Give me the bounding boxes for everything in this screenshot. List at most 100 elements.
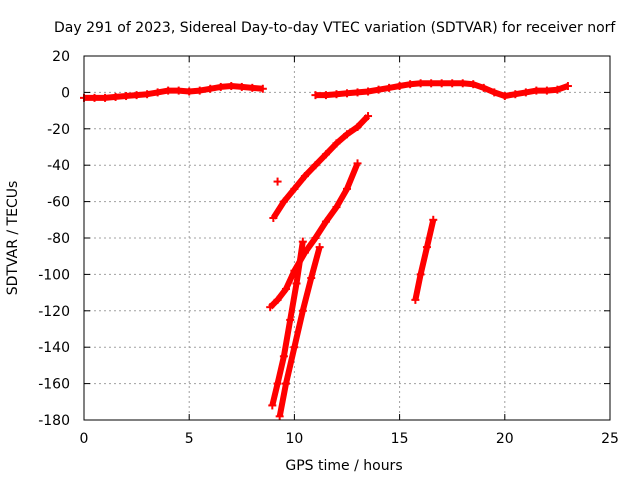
data-point (273, 295, 282, 304)
data-points (80, 79, 572, 421)
data-point (343, 130, 351, 139)
x-tick-label: 20 (496, 431, 514, 447)
data-point (290, 343, 299, 352)
data-point (532, 86, 541, 95)
data-point (321, 91, 330, 100)
data-point (269, 213, 278, 222)
data-point (279, 352, 288, 361)
data-point (427, 79, 436, 88)
data-point (290, 184, 299, 193)
data-point (374, 85, 383, 94)
data-point (216, 82, 225, 91)
data-point (429, 215, 438, 224)
y-tick-label: -100 (38, 267, 70, 283)
data-point (364, 112, 373, 121)
axis-ticks: 0 5 10 15 20 25 20 0 -20 -40 -60 -80 -100 -120 -140 -16… (38, 49, 619, 447)
data-point (553, 85, 562, 94)
series-5 (268, 237, 307, 410)
data-point (300, 172, 309, 181)
data-point (248, 83, 257, 92)
series-3 (269, 112, 373, 222)
data-point (311, 91, 320, 100)
series-trace (268, 162, 361, 310)
data-point (353, 159, 362, 168)
data-point (273, 177, 282, 186)
data-point (174, 86, 183, 95)
data-point (511, 90, 520, 99)
data-point (437, 79, 446, 88)
y-tick-label: -160 (38, 377, 70, 393)
series-trace (412, 219, 437, 301)
data-point (406, 80, 415, 89)
data-point (563, 82, 572, 91)
series-6 (275, 243, 324, 421)
y-tick-label: -60 (47, 195, 70, 211)
data-point (500, 92, 509, 101)
data-point (111, 92, 120, 101)
x-tick-label: 25 (601, 431, 619, 447)
data-point (542, 86, 551, 95)
data-point (479, 83, 488, 92)
data-point (311, 161, 320, 170)
data-point (315, 243, 324, 252)
data-point (266, 303, 275, 312)
data-point (521, 88, 530, 97)
x-tick-label: 5 (185, 431, 194, 447)
y-tick-label: -80 (47, 231, 70, 247)
data-point (185, 87, 194, 96)
data-point (353, 122, 362, 131)
y-tick-label: -20 (47, 122, 70, 138)
data-point (343, 89, 351, 98)
data-point (279, 197, 288, 206)
data-point (286, 315, 295, 324)
data-point (395, 82, 404, 91)
data-point (164, 86, 173, 95)
y-tick-label: -140 (38, 340, 70, 356)
y-tick-label: -40 (47, 158, 70, 174)
series-2 (311, 79, 572, 101)
series-8 (273, 177, 282, 186)
y-tick-label: 20 (52, 49, 70, 65)
y-tick-label: 0 (61, 85, 70, 101)
data-point (143, 90, 152, 99)
data-point (195, 86, 204, 95)
data-point (281, 284, 290, 293)
data-point (298, 306, 307, 315)
y-tick-label: -180 (38, 413, 70, 429)
series-trace (276, 246, 323, 417)
data-point (321, 217, 330, 226)
data-point (237, 82, 246, 91)
data-point (422, 243, 431, 252)
data-point (343, 184, 351, 193)
data-point (416, 270, 425, 279)
data-point (411, 295, 420, 304)
data-point (132, 91, 141, 100)
data-point (385, 83, 394, 92)
data-point (364, 87, 373, 96)
series-7 (411, 215, 438, 304)
data-point (332, 90, 341, 99)
data-point (292, 279, 301, 288)
y-axis-label: SDTVAR / TECUs (5, 181, 21, 296)
series-trace (270, 114, 371, 220)
data-point (122, 92, 131, 101)
data-point (353, 88, 362, 97)
data-point (275, 412, 284, 421)
x-tick-label: 15 (391, 431, 409, 447)
data-point (101, 93, 110, 102)
data-point (416, 79, 425, 88)
x-tick-label: 10 (285, 431, 303, 447)
data-point (469, 80, 478, 89)
plot-frame (83, 55, 611, 421)
data-point (206, 84, 215, 93)
x-tick-label: 0 (80, 431, 89, 447)
data-point (307, 274, 316, 283)
grid (84, 56, 610, 420)
data-point (332, 139, 341, 148)
data-point (332, 203, 341, 212)
data-point (298, 237, 307, 246)
data-point (311, 234, 320, 242)
data-point (258, 84, 267, 93)
data-point (273, 379, 282, 388)
